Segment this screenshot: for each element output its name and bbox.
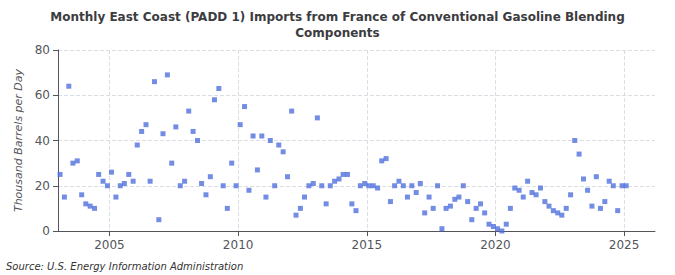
svg-text:2020: 2020 [480,238,511,252]
svg-text:40: 40 [35,134,50,148]
svg-text:Components: Components [295,26,380,40]
svg-text:2010: 2010 [223,238,254,252]
svg-text:2025: 2025 [609,238,640,252]
svg-text:80: 80 [35,43,50,57]
svg-text:0: 0 [42,224,50,238]
svg-text:Thousand Barrels per Day: Thousand Barrels per Day [12,68,25,212]
svg-text:60: 60 [35,88,50,102]
svg-text:Monthly East Coast (PADD 1) Im: Monthly East Coast (PADD 1) Imports from… [50,10,624,24]
svg-text:20: 20 [35,179,50,193]
svg-text:2015: 2015 [352,238,383,252]
svg-text:2005: 2005 [94,238,125,252]
svg-text:Source: U.S. Energy Informatio: Source: U.S. Energy Information Administ… [6,261,243,272]
